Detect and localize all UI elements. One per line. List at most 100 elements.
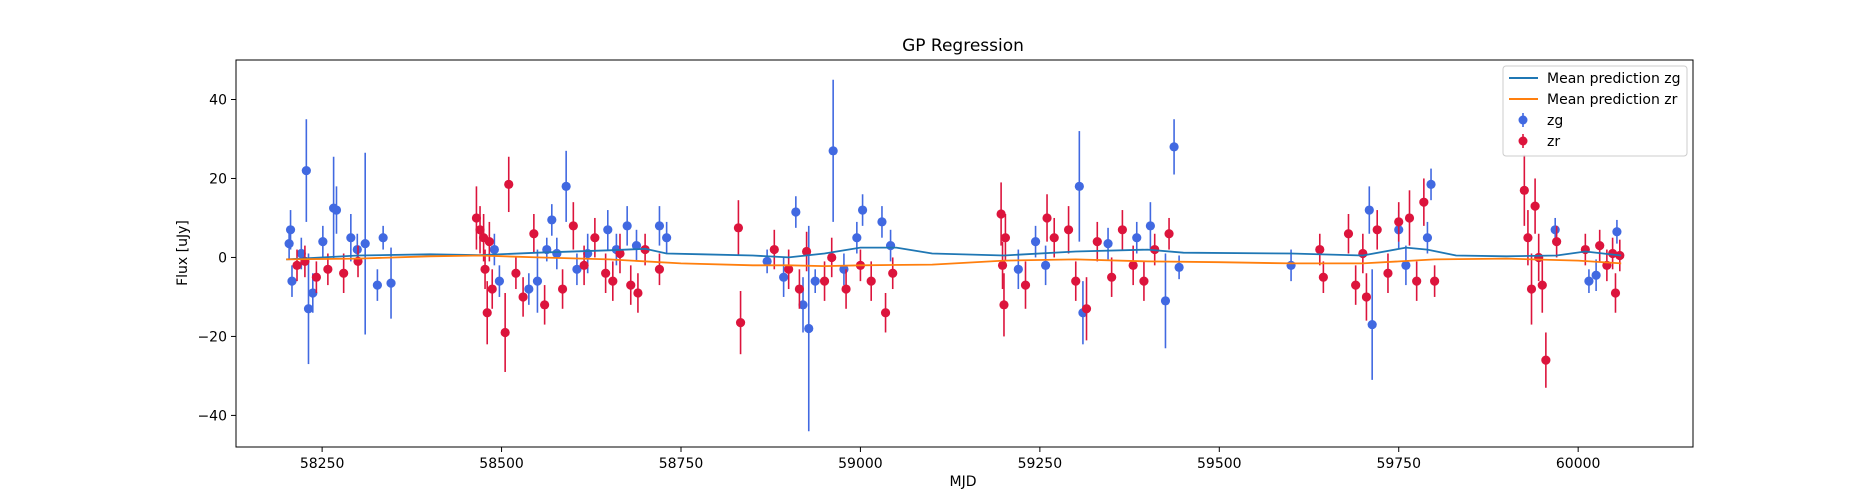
- legend-label: Mean prediction zg: [1547, 71, 1681, 87]
- zg-data-point: [791, 207, 801, 217]
- zg-data-point: [662, 233, 672, 243]
- zr-data-point: [1595, 241, 1605, 251]
- zr-data-point: [1128, 260, 1138, 270]
- zr-data-point: [1537, 280, 1547, 290]
- zr-data-point: [1081, 304, 1092, 314]
- zr-data-point: [1042, 213, 1052, 223]
- zg-data-point: [308, 288, 318, 298]
- zr-data-point: [1404, 213, 1415, 223]
- zr-data-point: [1608, 248, 1618, 259]
- zr-data-point: [999, 300, 1009, 310]
- zr-data-point: [1139, 276, 1149, 286]
- y-tick-label: −40: [197, 408, 227, 424]
- zg-data-point: [1364, 205, 1374, 215]
- axes-frame: [235, 59, 1694, 448]
- zg-data-point: [1612, 227, 1622, 237]
- zr-data-point: [1610, 288, 1621, 298]
- zr-data-point: [579, 260, 589, 270]
- zg-data-point: [1013, 264, 1023, 274]
- zr-data-point: [880, 308, 891, 318]
- zr-data-point: [557, 284, 568, 294]
- zg-data-point: [1074, 181, 1084, 191]
- zg-data-point: [360, 239, 370, 249]
- x-axis-label: MJD: [950, 474, 977, 490]
- y-axis-ticks: −40 −20 0 20 40: [197, 92, 236, 424]
- x-tick-label: 59500: [1197, 456, 1242, 472]
- zr-data-point: [888, 268, 898, 278]
- zg-data-point: [346, 233, 356, 243]
- zg-data-point: [1426, 179, 1436, 189]
- zg-data-point: [1286, 260, 1296, 270]
- zg-data-point: [631, 241, 642, 251]
- zg-data-point: [1160, 296, 1171, 306]
- zg-data-point: [285, 225, 296, 235]
- zr-data-point: [1315, 244, 1325, 255]
- zg-data-point: [301, 165, 311, 176]
- zr-data-point: [1419, 197, 1429, 207]
- x-tick-label: 59250: [1018, 456, 1063, 472]
- zg-data-point: [1367, 319, 1377, 330]
- zg-data-point: [603, 225, 613, 235]
- zr-data-point: [1343, 229, 1354, 239]
- zr-data-point: [1071, 276, 1081, 286]
- zg-data-point: [885, 241, 896, 251]
- line-mean-prediction-zg: [286, 246, 1622, 261]
- zg-data-point: [561, 181, 571, 191]
- zr-data-point: [1372, 225, 1382, 235]
- zg-data-point: [532, 276, 543, 286]
- x-tick-label: 59750: [1376, 456, 1421, 472]
- y-tick-label: 20: [209, 171, 227, 187]
- zr-data-point: [1351, 280, 1361, 290]
- zg-data-point: [318, 237, 328, 247]
- zr-data-point: [339, 268, 349, 278]
- zg-data-point: [303, 304, 314, 314]
- zr-data-point: [1107, 272, 1117, 282]
- zr-data-point: [1541, 355, 1551, 365]
- zr-data-point: [1092, 237, 1102, 247]
- zr-data-point: [1412, 276, 1422, 286]
- zr-data-point: [1000, 233, 1011, 243]
- legend-marker-swatch: [1518, 136, 1528, 146]
- zg-data-point: [804, 323, 814, 334]
- legend: Mean prediction zg Mean prediction zr zg zr: [1502, 65, 1688, 157]
- zr-data-point: [475, 225, 485, 235]
- zr-data-point: [471, 213, 482, 223]
- zg-data-point: [386, 278, 396, 288]
- zg-data-point: [489, 244, 499, 255]
- zg-data-point: [1401, 260, 1411, 270]
- zg-data-point: [524, 284, 534, 294]
- zr-data-point: [1361, 292, 1372, 302]
- zg-data-point: [654, 221, 665, 231]
- zg-data-point: [1103, 239, 1113, 249]
- zr-data-point: [735, 318, 746, 328]
- zg-data-point: [1132, 233, 1142, 243]
- line-mean-prediction-zr: [286, 254, 1622, 268]
- zr-data-point: [1358, 248, 1368, 259]
- zr-data-point: [608, 276, 618, 286]
- y-axis-label: Flux [uJy]: [175, 220, 191, 286]
- zr-data-point: [1523, 233, 1533, 243]
- zg-data-point: [1584, 276, 1594, 286]
- zg-data-point: [798, 300, 808, 310]
- zg-data-point: [1591, 270, 1601, 280]
- zg-data-point: [331, 205, 342, 215]
- zr-data-point: [784, 264, 794, 274]
- zg-data-point: [1041, 260, 1051, 270]
- zr-data-point: [311, 272, 321, 282]
- zr-data-point: [794, 284, 805, 294]
- zg-data-point: [494, 276, 505, 286]
- zr-data-point: [866, 276, 876, 286]
- zg-data-point: [1145, 221, 1155, 231]
- zg-data-point: [378, 233, 388, 243]
- zr-data-point: [1530, 201, 1540, 211]
- zr-data-point: [511, 268, 521, 278]
- zr-data-point: [1394, 217, 1404, 227]
- zr-data-point: [500, 327, 510, 338]
- legend-label: zr: [1547, 134, 1560, 150]
- zg-data-point: [1174, 262, 1184, 272]
- zg-data-point: [1422, 233, 1433, 243]
- zr-data-point: [1117, 225, 1128, 235]
- zr-data-point: [540, 300, 550, 310]
- zg-data-point: [852, 233, 862, 243]
- zg-data-point: [622, 221, 632, 231]
